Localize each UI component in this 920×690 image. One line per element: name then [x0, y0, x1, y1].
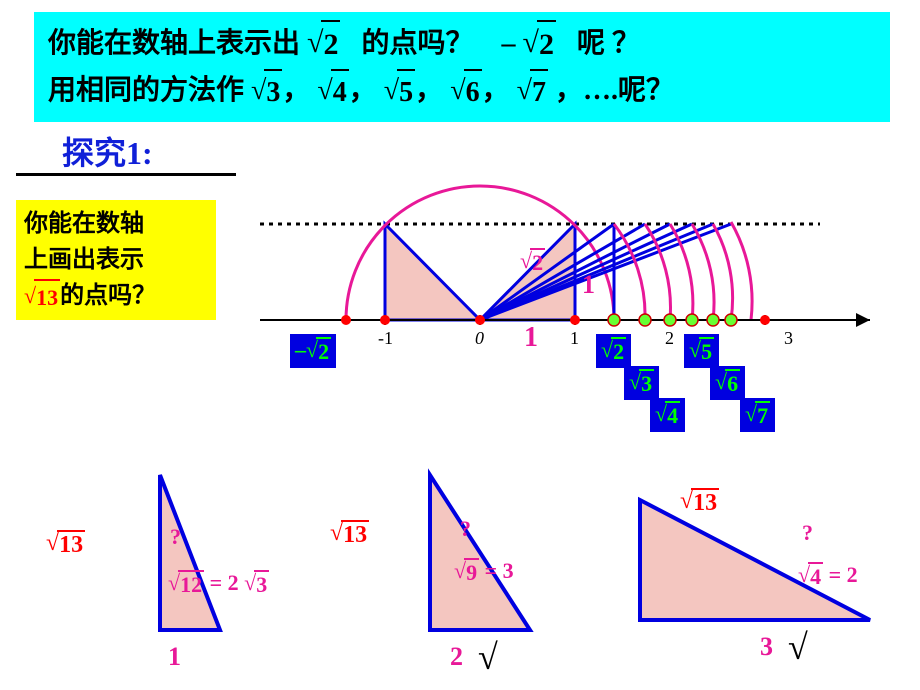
tri1-hyp: √13: [46, 530, 85, 559]
tri3-base: 3: [760, 632, 773, 662]
tri2-base: 2: [450, 642, 463, 672]
tri2-hyp: √13: [330, 520, 369, 549]
axis-sqrt3: √3: [624, 366, 659, 400]
tri2-q: ?: [460, 516, 471, 542]
axis-sqrt7: √7: [740, 398, 775, 432]
tick-neg1: -1: [378, 328, 393, 349]
one-label: 1: [524, 322, 538, 354]
axis-sqrt5: √5: [684, 334, 719, 368]
tick-1: 1: [570, 328, 579, 349]
axis-sqrt6: √6: [710, 366, 745, 400]
sqrt2-diag-label: √2: [520, 248, 545, 276]
tri1-base: 1: [168, 642, 181, 672]
tri3-hyp: √13: [680, 488, 719, 517]
tri1-leg: √12 = 2 √3: [168, 570, 269, 598]
tick-0: 0: [475, 328, 484, 349]
tri3-leg: √4 = 2: [798, 562, 858, 590]
tick-3: 3: [784, 328, 793, 349]
tri2-check: √: [478, 636, 498, 678]
axis-sqrt2: √2: [596, 334, 631, 368]
tri3-q: ?: [802, 520, 813, 546]
tri2-leg: √9 = 3: [454, 558, 514, 586]
neg-sqrt2-label: –√2: [290, 334, 336, 368]
axis-sqrt4: √4: [650, 398, 685, 432]
one-vert-label: 1: [582, 270, 595, 300]
tri3-check: √: [788, 626, 808, 668]
tri1-q: ?: [170, 524, 181, 550]
tick-2: 2: [665, 328, 674, 349]
bottom-tri-1: [60, 460, 260, 670]
number-line-diagram: [0, 0, 920, 450]
